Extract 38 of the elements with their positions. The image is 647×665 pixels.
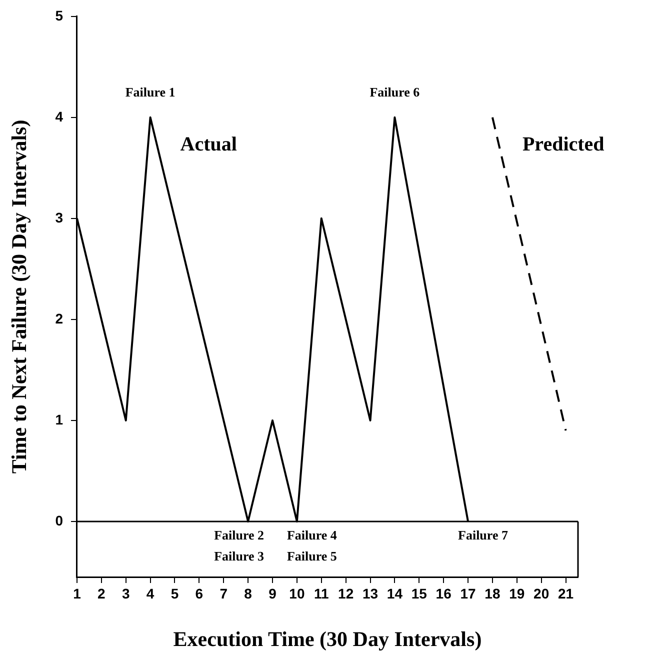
annotation: Failure 5 xyxy=(286,548,338,564)
annotation: Failure 4 xyxy=(286,527,338,542)
x-tick-label: 21 xyxy=(558,585,574,602)
x-tick-label: 12 xyxy=(338,585,354,602)
annotation: Failure 1 xyxy=(125,84,176,100)
x-tick-label: 5 xyxy=(170,585,179,602)
x-tick-label: 16 xyxy=(436,585,452,602)
x-tick-label: 19 xyxy=(509,585,525,602)
x-tick-label: 2 xyxy=(98,585,106,602)
y-tick-label: 5 xyxy=(55,7,64,24)
x-tick-label: 17 xyxy=(460,585,476,602)
y-axis-title: Time to Next Failure (30 Day Intervals) xyxy=(7,120,32,474)
annotation: Failure 2 xyxy=(214,527,264,542)
x-tick-label: 14 xyxy=(386,585,403,602)
series-label: Actual xyxy=(180,134,238,156)
y-tick-label: 2 xyxy=(55,310,64,326)
x-tick-label: 9 xyxy=(268,585,277,602)
x-tick-label: 6 xyxy=(195,585,204,602)
x-tick-label: 3 xyxy=(122,585,130,602)
series-label: Predicted xyxy=(522,134,604,156)
y-tick-label: 4 xyxy=(55,108,64,124)
x-tick-label: 8 xyxy=(244,585,252,602)
x-tick-label: 7 xyxy=(220,585,228,602)
x-tick-label: 10 xyxy=(289,585,305,602)
annotation: Failure 6 xyxy=(370,84,420,100)
x-tick-label: 20 xyxy=(534,585,550,602)
y-tick-label: 3 xyxy=(55,209,64,226)
annotation: Failure 7 xyxy=(458,527,508,542)
x-axis-title: Execution Time (30 Day Intervals) xyxy=(173,626,482,651)
x-tick-label: 18 xyxy=(484,585,500,602)
x-tick-label: 1 xyxy=(73,585,82,602)
y-tick-label: 0 xyxy=(55,512,64,528)
y-tick-label: 1 xyxy=(55,411,64,428)
annotation: Failure 3 xyxy=(214,548,265,564)
x-tick-label: 4 xyxy=(146,585,154,602)
x-tick-label: 13 xyxy=(362,585,378,602)
x-tick-label: 11 xyxy=(314,585,329,602)
x-tick-label: 15 xyxy=(411,585,428,602)
